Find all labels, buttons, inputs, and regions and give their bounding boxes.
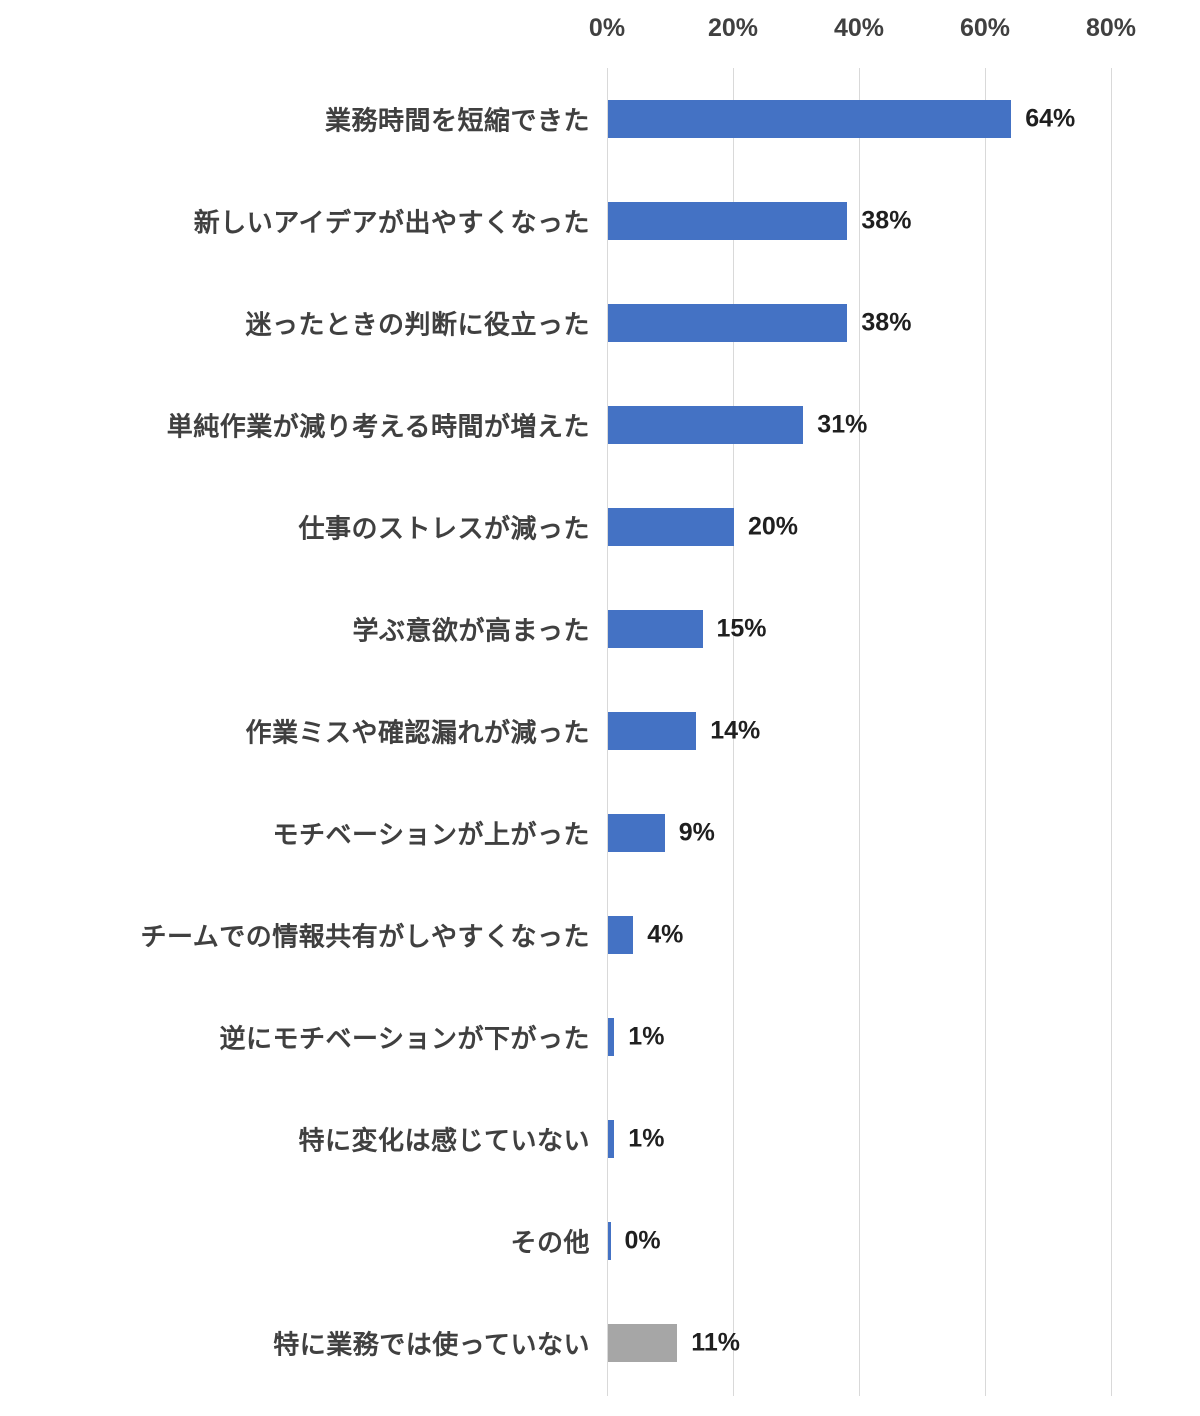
category-label: 単純作業が減り考える時間が増えた — [166, 411, 590, 442]
bar — [608, 100, 1012, 138]
value-label: 0% — [624, 1226, 661, 1255]
gridline — [985, 68, 986, 1396]
category-label: 迷ったときの判断に役立った — [245, 309, 590, 340]
chart-row: モチベーションが上がった 9% — [0, 782, 1200, 884]
bar — [608, 304, 848, 342]
value-label: 38% — [861, 206, 912, 235]
chart-row: 仕事のストレスが減った 20% — [0, 476, 1200, 578]
chart-row: 作業ミスや確認漏れが減った 14% — [0, 680, 1200, 782]
bar — [608, 1222, 611, 1260]
category-label: 逆にモチベーションが下がった — [219, 1023, 590, 1054]
x-axis-tick-label: 80% — [1085, 14, 1137, 42]
bar — [608, 508, 734, 546]
value-label: 38% — [861, 308, 912, 337]
gridline — [733, 68, 734, 1396]
chart-row: 単純作業が減り考える時間が増えた 31% — [0, 374, 1200, 476]
category-label: 特に変化は感じていない — [298, 1125, 590, 1156]
gridline — [1111, 68, 1112, 1396]
category-label: 業務時間を短縮できた — [324, 105, 590, 136]
value-label: 20% — [748, 512, 799, 541]
value-label: 11% — [691, 1328, 740, 1357]
category-label: 新しいアイデアが出やすくなった — [193, 207, 590, 238]
bar — [608, 202, 848, 240]
bar — [608, 1324, 678, 1362]
bar — [608, 610, 703, 648]
plot-area: 業務時間を短縮できた 64% 新しいアイデアが出やすくなった 38% 迷ったときの判断に… — [0, 68, 1200, 1396]
value-label: 14% — [710, 716, 761, 745]
x-axis-tick-label: 40% — [833, 14, 885, 42]
bar — [608, 916, 634, 954]
chart-row: その他 0% — [0, 1190, 1200, 1292]
x-axis-tick-label: 60% — [959, 14, 1011, 42]
chart-row: チームでの情報共有がしやすくなった 4% — [0, 884, 1200, 986]
bar — [608, 1018, 615, 1056]
category-label: 作業ミスや確認漏れが減った — [245, 717, 590, 748]
value-label: 1% — [628, 1022, 665, 1051]
bar — [608, 814, 665, 852]
chart-row: 業務時間を短縮できた 64% — [0, 68, 1200, 170]
x-axis: 0% 20% 40% 60% 80% — [0, 0, 1200, 68]
x-axis-tick-label: 20% — [707, 14, 759, 42]
chart-row: 特に業務では使っていない 11% — [0, 1292, 1200, 1394]
gridline — [607, 68, 608, 1396]
chart-row: 新しいアイデアが出やすくなった 38% — [0, 170, 1200, 272]
category-label: モチベーションが上がった — [272, 819, 590, 850]
category-label: チームでの情報共有がしやすくなった — [140, 921, 590, 952]
category-label: 特に業務では使っていない — [273, 1329, 590, 1360]
bar — [608, 712, 697, 750]
chart-row: 迷ったときの判断に役立った 38% — [0, 272, 1200, 374]
value-label: 9% — [678, 818, 715, 847]
category-label: その他 — [510, 1227, 590, 1258]
value-label: 1% — [628, 1124, 665, 1153]
x-axis-tick-label: 0% — [588, 14, 626, 42]
bar — [608, 406, 804, 444]
value-label: 31% — [817, 410, 868, 439]
value-label: 4% — [647, 920, 684, 949]
gridline — [859, 68, 860, 1396]
category-label: 仕事のストレスが減った — [298, 513, 590, 544]
value-label: 15% — [716, 614, 767, 643]
chart-row: 学ぶ意欲が高まった 15% — [0, 578, 1200, 680]
value-label: 64% — [1025, 104, 1076, 133]
bar — [608, 1120, 615, 1158]
category-label: 学ぶ意欲が高まった — [352, 615, 590, 646]
chart-row: 逆にモチベーションが下がった 1% — [0, 986, 1200, 1088]
chart-row: 特に変化は感じていない 1% — [0, 1088, 1200, 1190]
